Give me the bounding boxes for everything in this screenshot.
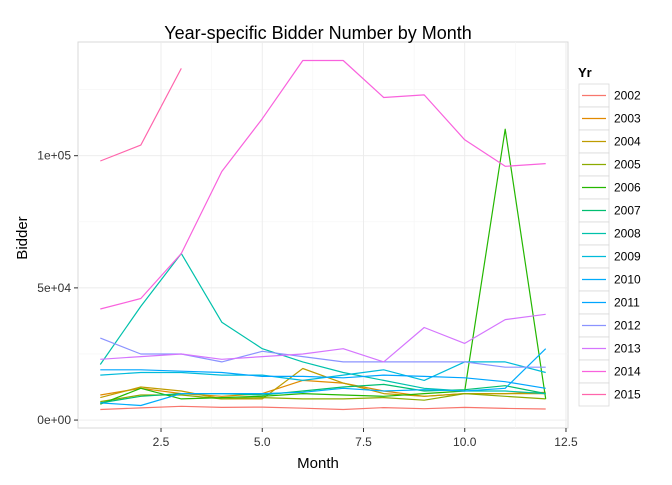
chart-title: Year-specific Bidder Number by Month — [164, 23, 471, 43]
legend-label-2007: 2007 — [614, 204, 641, 218]
axes: 2.5 5.0 7.5 10.0 12.5 0e+00 5e+04 1e+05 — [37, 149, 578, 449]
grid-lines — [78, 42, 568, 428]
series-line-2013 — [100, 313, 546, 363]
legend-label-2010: 2010 — [614, 273, 641, 287]
legend-label-2002: 2002 — [614, 89, 641, 103]
series-line-2006 — [100, 128, 547, 405]
series-line-2007 — [100, 383, 546, 404]
series-line-2009 — [100, 361, 546, 381]
x-tick-label: 5.0 — [254, 435, 271, 449]
series-lines — [99, 59, 547, 411]
legend-label-2012: 2012 — [614, 319, 641, 333]
series-line-2014 — [100, 59, 546, 310]
legend-label-2008: 2008 — [614, 227, 641, 241]
x-tick-label: 2.5 — [153, 435, 170, 449]
legend-label-2004: 2004 — [614, 135, 641, 149]
series-line-2015 — [100, 68, 182, 162]
legend-label-2015: 2015 — [614, 388, 641, 402]
y-tick-label: 1e+05 — [37, 149, 71, 163]
legend-label-2003: 2003 — [614, 112, 641, 126]
series-line-2002 — [100, 405, 546, 411]
legend-label-2014: 2014 — [614, 365, 641, 379]
legend-title: Yr — [578, 65, 592, 80]
legend-label-2005: 2005 — [614, 158, 641, 172]
legend-label-2009: 2009 — [614, 250, 641, 264]
x-tick-label: 10.0 — [453, 435, 477, 449]
x-tick-label: 12.5 — [554, 435, 578, 449]
legend-label-2013: 2013 — [614, 342, 641, 356]
y-axis-label: Bidder — [14, 216, 31, 259]
y-tick-label: 0e+00 — [37, 413, 71, 427]
legend: Yr 2002 2003 2004 2005 2006 2007 2008 2009 2010 2… — [578, 65, 641, 407]
x-tick-label: 7.5 — [355, 435, 372, 449]
x-axis-label: Month — [297, 455, 339, 472]
plot-panel — [77, 41, 569, 429]
series-line-2010 — [100, 348, 547, 407]
legend-label-2011: 2011 — [614, 296, 640, 310]
series-line-2011 — [100, 369, 546, 389]
legend-label-2006: 2006 — [614, 181, 641, 195]
y-tick-label: 5e+04 — [37, 281, 71, 295]
